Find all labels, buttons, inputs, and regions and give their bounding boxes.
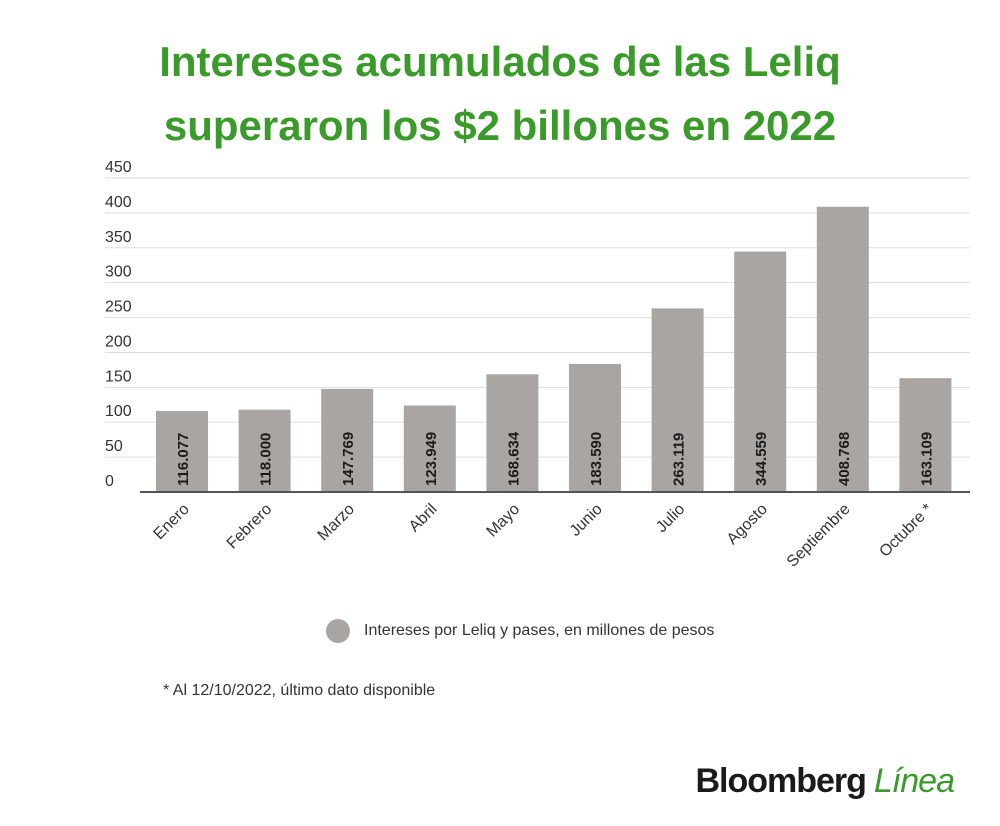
bar-value-label: 168.634	[505, 431, 522, 486]
brand-logo: Bloomberg Línea	[695, 762, 955, 801]
y-tick-label: 0	[105, 473, 114, 490]
x-tick-label: Abril	[406, 501, 441, 536]
bar-value-label: 116.077	[175, 433, 192, 486]
y-tick-label: 50	[105, 438, 123, 455]
legend-marker	[326, 619, 350, 643]
bar	[238, 409, 291, 492]
bar	[156, 411, 208, 492]
legend: Intereses por Leliq y pases, en millones…	[326, 619, 714, 643]
bar	[569, 363, 621, 492]
x-tick-label: Enero	[151, 501, 193, 543]
y-tick-label: 350	[105, 229, 132, 246]
legend-label: Intereses por Leliq y pases, en millones…	[364, 622, 715, 639]
y-tick-label: 450	[105, 159, 132, 176]
y-tick-label: 200	[105, 333, 132, 350]
brand-logo-bloomberg: Bloomberg	[695, 762, 866, 800]
bar-value-label: 163.109	[918, 432, 935, 486]
y-tick-label: 150	[105, 368, 132, 385]
chart-title-line2: superaron los $2 billones en 2022	[163, 102, 837, 149]
y-tick-label: 100	[105, 403, 132, 420]
bar-value-label: 263.119	[671, 433, 688, 486]
x-tick-label: Julio	[653, 501, 688, 536]
x-tick-label: Septiembre	[784, 501, 854, 571]
bar	[403, 405, 456, 492]
bar	[899, 378, 952, 492]
y-tick-label: 400	[105, 194, 132, 211]
footnote: * Al 12/10/2022, último dato disponible	[163, 682, 436, 699]
x-tick-label: Junio	[567, 501, 606, 540]
x-tick-label: Marzo	[315, 501, 359, 545]
bar-value-label: 147.769	[340, 432, 357, 486]
x-tick-label: Agosto	[724, 501, 771, 548]
chart-title-line1: Intereses acumulados de las Leliq	[159, 38, 841, 85]
chart-title: Intereses acumulados de las Leliq supera…	[0, 30, 1000, 158]
bar-value-label: 408.768	[836, 432, 853, 486]
bar	[734, 251, 787, 492]
x-tick-label: Octubre *	[876, 501, 936, 561]
y-tick-label: 250	[105, 299, 132, 316]
bar	[651, 308, 704, 492]
bar-value-label: 123.949	[423, 432, 440, 486]
x-tick-label: Febrero	[224, 501, 276, 553]
bar	[321, 388, 374, 492]
bar-chart: 0 50 100 150 200 250 300 350 400 450 116.077 Enero 1…	[105, 159, 970, 571]
bar-value-label: 344.559	[753, 432, 770, 486]
y-tick-label: 300	[105, 264, 132, 281]
bar	[816, 206, 869, 493]
brand-logo-linea: Línea	[873, 762, 955, 800]
x-tick-label: Mayo	[484, 501, 524, 541]
bar	[486, 374, 539, 492]
bar-value-label: 118.000	[258, 433, 275, 486]
bar-value-label: 183.590	[588, 432, 605, 486]
